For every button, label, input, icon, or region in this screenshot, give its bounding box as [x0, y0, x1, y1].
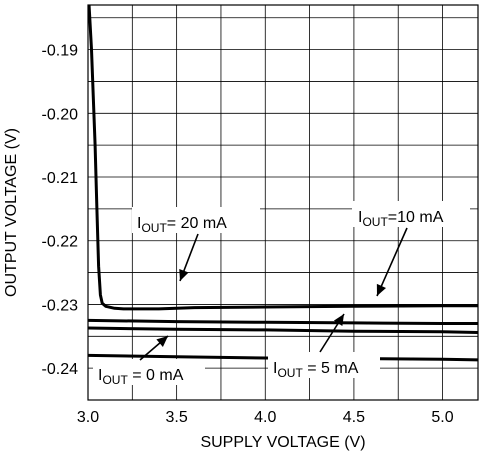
- annotation-arrowhead: [179, 268, 189, 281]
- series-annotation: IOUT= 20 mA: [132, 207, 260, 282]
- series-line-2: [88, 326, 478, 334]
- y-tick-label: -0.19: [42, 43, 79, 60]
- series-lines: [88, 5, 478, 362]
- y-axis-label: OUTPUT VOLTAGE (V): [3, 128, 20, 297]
- annotation-arrowhead: [333, 314, 344, 326]
- x-tick-label: 3.0: [77, 409, 99, 426]
- series-line-0: [88, 5, 478, 311]
- annotation-arrow: [376, 227, 408, 297]
- series-annotations: IOUT= 20 mA IOUT=10 mA IOUT = 5 mA IOUT = 0…: [93, 201, 470, 387]
- x-axis-label: SUPPLY VOLTAGE (V): [200, 434, 365, 451]
- y-tick-label: -0.22: [42, 234, 79, 251]
- x-tick-labels: 3.0 3.5 4.0 4.5 5.0: [77, 409, 454, 426]
- annotation-label: IOUT=10 mA: [358, 209, 444, 229]
- x-tick-label: 3.5: [166, 409, 188, 426]
- series-annotation: IOUT = 0 mA: [93, 335, 205, 387]
- x-tick-label: 4.5: [343, 409, 365, 426]
- y-tick-label: -0.23: [42, 297, 79, 314]
- y-tick-label: -0.20: [42, 106, 79, 123]
- y-tick-label: -0.21: [42, 170, 79, 187]
- y-tick-label: -0.24: [42, 361, 79, 378]
- annotation-label: IOUT = 0 mA: [98, 367, 184, 387]
- annotation-label: IOUT= 20 mA: [137, 215, 227, 235]
- annotation-background: [132, 207, 260, 233]
- annotation-label: IOUT = 5 mA: [273, 360, 359, 380]
- x-tick-label: 5.0: [431, 409, 453, 426]
- series-annotation: IOUT=10 mA: [352, 201, 470, 297]
- y-tick-labels: -0.19 -0.20 -0.21 -0.22 -0.23 -0.24: [42, 43, 79, 379]
- annotation-arrowhead: [156, 336, 168, 347]
- annotation-arrowhead: [376, 283, 387, 296]
- series-line-1: [88, 318, 478, 325]
- annotation-background: [352, 201, 470, 227]
- x-tick-label: 4.0: [254, 409, 276, 426]
- plot-frame: [87, 4, 479, 401]
- annotation-background: [93, 359, 205, 385]
- annotation-background: [268, 352, 380, 378]
- series-annotation: IOUT = 5 mA: [268, 313, 380, 380]
